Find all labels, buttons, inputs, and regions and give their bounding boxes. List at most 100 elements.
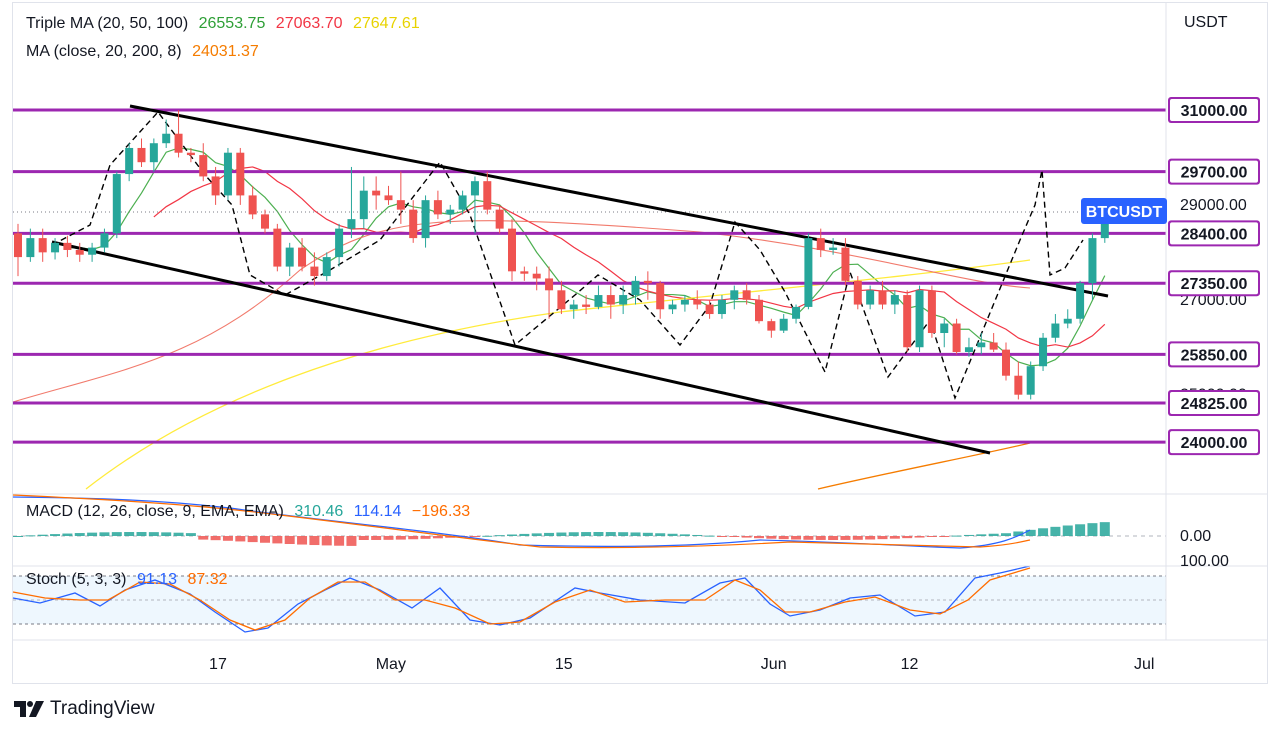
candle-body: [162, 133, 171, 144]
level-label-text: 24825.00: [1181, 396, 1248, 413]
level-label-inner: [1170, 160, 1258, 183]
candle-body: [458, 195, 467, 210]
macd-histogram-bar: [210, 536, 221, 541]
candle-body: [866, 290, 875, 305]
macd-histogram-bar: [642, 532, 653, 536]
candle: [125, 143, 134, 182]
candle-body: [557, 290, 566, 310]
candle-body: [310, 266, 319, 277]
level-label-inner: [1170, 392, 1258, 414]
candle-body: [495, 209, 504, 229]
candle-body: [693, 299, 702, 305]
candle-body: [656, 283, 665, 310]
candle: [236, 147, 245, 205]
candle-body: [470, 181, 479, 196]
level-label: 25850.00: [1168, 341, 1260, 368]
candle-body: [1088, 238, 1097, 284]
candle-body: [409, 209, 418, 239]
candle-body: [952, 323, 961, 352]
candle: [458, 190, 467, 215]
ma-legend: MA (close, 20, 200, 8) 24031.37: [26, 43, 265, 61]
candle: [285, 242, 294, 277]
candle: [816, 228, 825, 258]
candle-body: [335, 228, 344, 258]
wave-projection-line: [51, 110, 1084, 401]
macd-histogram-bar: [309, 536, 320, 546]
candle: [643, 271, 652, 300]
candle-body: [668, 304, 677, 310]
stoch-value-1: 91.13: [136, 571, 177, 588]
level-label-text: 27350.00: [1181, 276, 1248, 293]
level-labels: 31000.00 29700.00 28400.00 27350.00 25850.00…: [1081, 97, 1260, 456]
candle: [1014, 361, 1023, 400]
level-label-inner: [1170, 272, 1258, 295]
candle-body: [520, 271, 529, 274]
candle-body: [125, 147, 134, 175]
macd-histogram-bar: [692, 534, 703, 536]
candle: [433, 190, 442, 220]
candle-body: [223, 152, 232, 196]
macd-histogram-bar: [976, 534, 987, 536]
macd-histogram-bar: [507, 534, 517, 536]
candle: [335, 223, 344, 267]
level-label: 24825.00: [1168, 390, 1260, 416]
candle: [866, 285, 875, 310]
candle: [532, 266, 541, 291]
time-axis-tick-label: Jun: [761, 656, 787, 673]
level-label: 31000.00: [1168, 97, 1260, 123]
macd-histogram-bar: [148, 532, 159, 536]
candle: [878, 280, 887, 310]
level-label: 29700.00: [1168, 158, 1260, 185]
ma-label: MA (close, 20, 200, 8): [26, 43, 182, 60]
candle-body: [717, 299, 726, 315]
macd-histogram-bar: [284, 536, 295, 545]
candle-body: [582, 304, 591, 307]
stoch-k-line: [12, 565, 1031, 633]
macd-histogram-bar: [778, 536, 789, 540]
candle-body: [372, 190, 381, 196]
candle-body: [532, 273, 541, 279]
macd-histogram-bar: [346, 536, 357, 546]
candle-body: [940, 323, 949, 334]
macd-histogram-bar: [260, 536, 270, 543]
macd-histogram-bar: [926, 536, 937, 537]
stoch-pane: [12, 565, 1166, 633]
candle: [359, 176, 368, 229]
level-label-text: 24000.00: [1181, 435, 1248, 452]
macd-histogram-bar: [939, 536, 950, 537]
candle-body: [1076, 283, 1085, 319]
macd-histogram-bar: [161, 532, 172, 536]
macd-histogram-bar: [185, 533, 196, 536]
level-label-text: 25850.00: [1181, 347, 1248, 364]
candle: [619, 285, 628, 315]
candle-body: [989, 342, 998, 350]
macd-histogram-bar: [556, 532, 567, 536]
candle: [631, 276, 640, 305]
candle-body: [75, 249, 84, 255]
candle-body: [705, 304, 714, 315]
macd-histogram-bar: [704, 535, 715, 537]
candle: [606, 285, 615, 319]
triple-ma-legend: Triple MA (20, 50, 100) 26553.75 27063.7…: [26, 15, 426, 33]
candle-body: [730, 290, 739, 300]
candle-body: [421, 200, 430, 239]
macd-label: MACD (12, 26, close, 9, EMA, EMA): [26, 503, 284, 520]
macd-histogram-bar: [655, 533, 666, 536]
candle-body: [1051, 323, 1060, 338]
macd-histogram-bar: [371, 536, 382, 540]
level-label: 27350.00: [1168, 270, 1260, 297]
tradingview-logo[interactable]: TradingView: [14, 698, 155, 720]
macd-histogram-bar: [902, 536, 913, 539]
candle-body: [878, 290, 887, 305]
macd-histogram-bar: [1038, 528, 1049, 536]
macd-histogram-bar: [272, 536, 283, 544]
macd-histogram-bar: [235, 536, 246, 542]
macd-histogram-bar: [568, 532, 579, 536]
macd-histogram-bar: [87, 532, 98, 536]
macd-histogram-bar: [1013, 531, 1024, 536]
candle-body: [594, 295, 603, 307]
candle: [742, 283, 751, 305]
candle: [88, 242, 97, 262]
candle: [483, 171, 492, 215]
